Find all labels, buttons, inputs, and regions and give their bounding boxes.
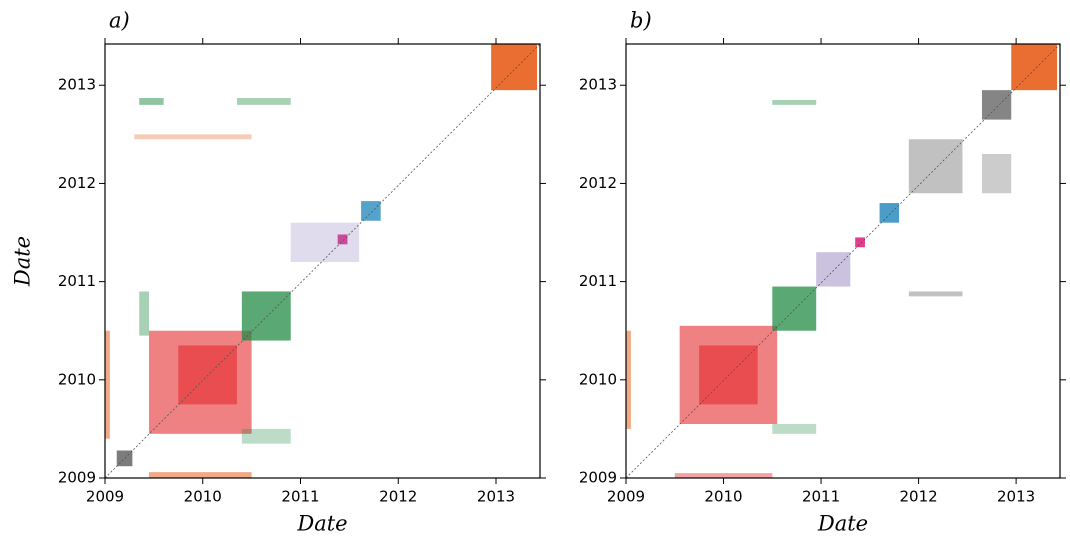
x-axis-label: Date [817, 512, 868, 536]
recurrence-block [134, 134, 252, 140]
recurrence-block [626, 330, 631, 429]
recurrence-block [981, 153, 1012, 194]
y-tick-label: 2011 [579, 272, 617, 290]
x-tick-label: 2011 [802, 488, 840, 506]
recurrence-block [855, 237, 865, 248]
x-tick-label: 2009 [86, 488, 124, 506]
y-tick-label: 2012 [58, 174, 96, 192]
recurrence-block [1011, 44, 1058, 91]
x-tick-label: 2013 [477, 488, 515, 506]
recurrence-block [148, 472, 252, 478]
recurrence-block [772, 99, 817, 105]
recurrence-block [908, 139, 963, 194]
recurrence-block [236, 98, 291, 105]
x-tick-label: 2012 [899, 488, 937, 506]
y-tick-label: 2009 [579, 469, 617, 487]
x-axis-label: Date [296, 512, 347, 536]
x-tick-label: 2010 [184, 488, 222, 506]
recurrence-block [105, 330, 110, 439]
y-tick-label: 2011 [58, 272, 96, 290]
x-tick-label: 2010 [704, 488, 742, 506]
plot-frame [625, 43, 1061, 479]
recurrence-block [290, 222, 360, 262]
recurrence-block [908, 291, 963, 297]
x-tick-label: 2011 [281, 488, 319, 506]
recurrence-block [772, 286, 817, 331]
y-tick-label: 2010 [579, 370, 617, 388]
recurrence-block [241, 291, 291, 341]
recurrence-block [879, 203, 900, 223]
recurrence-block [981, 90, 1012, 120]
panel-title: a) [109, 9, 130, 33]
y-tick-label: 2012 [579, 174, 617, 192]
plot-frame [104, 43, 541, 479]
recurrence-block [772, 423, 817, 434]
recurrence-block [337, 234, 348, 245]
recurrence-block [139, 291, 149, 336]
x-tick-label: 2009 [607, 488, 645, 506]
recurrence-block [116, 450, 133, 467]
recurrence-block [241, 428, 291, 444]
diagonal [104, 43, 541, 479]
recurrence-block [816, 252, 851, 287]
y-tick-label: 2010 [58, 370, 96, 388]
x-tick-label: 2012 [379, 488, 417, 506]
recurrence-block [361, 201, 381, 221]
recurrence-block [491, 44, 538, 91]
y-tick-label: 2009 [58, 469, 96, 487]
x-tick-label: 2013 [997, 488, 1035, 506]
y-axis-label: Date [11, 236, 35, 287]
y-tick-label: 2013 [58, 76, 96, 94]
panel-title: b) [630, 9, 652, 33]
recurrence-block [674, 473, 773, 478]
y-tick-label: 2013 [579, 76, 617, 94]
recurrence-block [139, 98, 164, 105]
